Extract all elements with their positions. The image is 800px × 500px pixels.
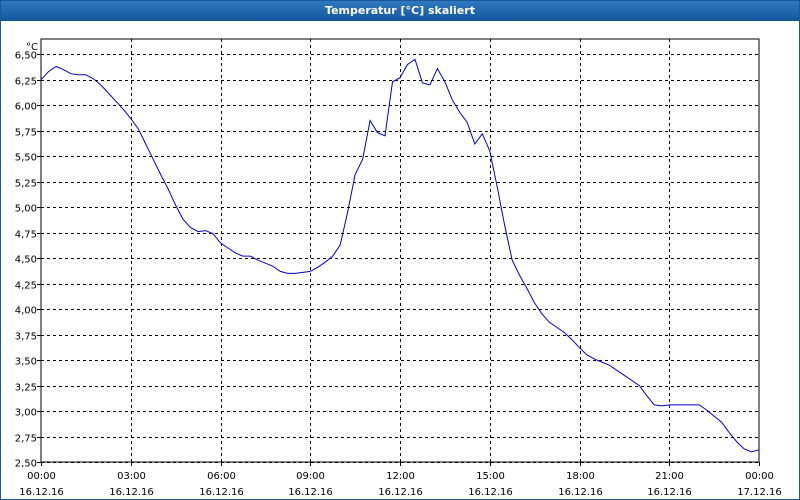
x-tick-time-label: 18:00: [566, 471, 595, 482]
grid: [41, 39, 759, 463]
x-tick-time-label: 00:00: [27, 471, 56, 482]
y-tick-label: 3,50: [15, 357, 37, 368]
x-tick-time-label: 15:00: [476, 471, 505, 482]
y-tick-label: 5,00: [15, 204, 37, 215]
y-tick-label: 3,75: [15, 332, 37, 343]
y-axis-unit-label: °C: [26, 42, 38, 53]
chart-title: Temperatur [°C] skaliert: [325, 4, 475, 17]
x-tick-date-label: 16.12.16: [19, 487, 64, 498]
y-tick-label: 3,25: [15, 383, 37, 394]
y-tick-label: 5,25: [15, 179, 37, 190]
y-tick-label: 6,25: [15, 77, 37, 88]
y-tick-label: 4,00: [15, 306, 37, 317]
y-tick-label: 4,75: [15, 230, 37, 241]
x-tick-date-label: 16.12.16: [647, 487, 692, 498]
x-axis-ticks: 00:00 16.12.16 03:00 16.12.16 06:00 16.12.16 0…: [19, 462, 782, 498]
x-tick-date-label: 16.12.16: [378, 487, 423, 498]
x-tick-time-label: 21:00: [655, 471, 684, 482]
y-tick-label: 6,00: [15, 102, 37, 113]
y-tick-label: 3,00: [15, 408, 37, 419]
y-tick-label: 4,50: [15, 255, 37, 266]
y-tick-label: 2,50: [15, 459, 37, 470]
x-tick-date-label: 16.12.16: [109, 487, 154, 498]
y-axis-ticks: 2,50 2,75 3,00 3,25 3,50 3,75 4,00 4,25 4,50 4,75…: [15, 51, 41, 470]
x-tick-time-label: 12:00: [386, 471, 415, 482]
x-tick-time-label: 09:00: [296, 471, 325, 482]
x-tick-date-label: 17.12.16: [737, 487, 782, 498]
y-tick-label: 2,75: [15, 434, 37, 445]
temperature-series-line: [40, 58, 760, 453]
x-tick-date-label: 16.12.16: [199, 487, 244, 498]
x-tick-date-label: 16.12.16: [288, 487, 333, 498]
y-tick-label: 6,50: [15, 51, 37, 62]
title-bar: Temperatur [°C] skaliert: [1, 1, 799, 21]
x-tick-date-label: 16.12.16: [558, 487, 603, 498]
y-tick-label: 5,75: [15, 128, 37, 139]
y-tick-label: 5,50: [15, 153, 37, 164]
y-tick-label: 4,25: [15, 281, 37, 292]
x-tick-time-label: 03:00: [117, 471, 146, 482]
x-tick-time-label: 00:00: [745, 471, 774, 482]
x-tick-time-label: 06:00: [207, 471, 236, 482]
x-tick-date-label: 16.12.16: [468, 487, 513, 498]
